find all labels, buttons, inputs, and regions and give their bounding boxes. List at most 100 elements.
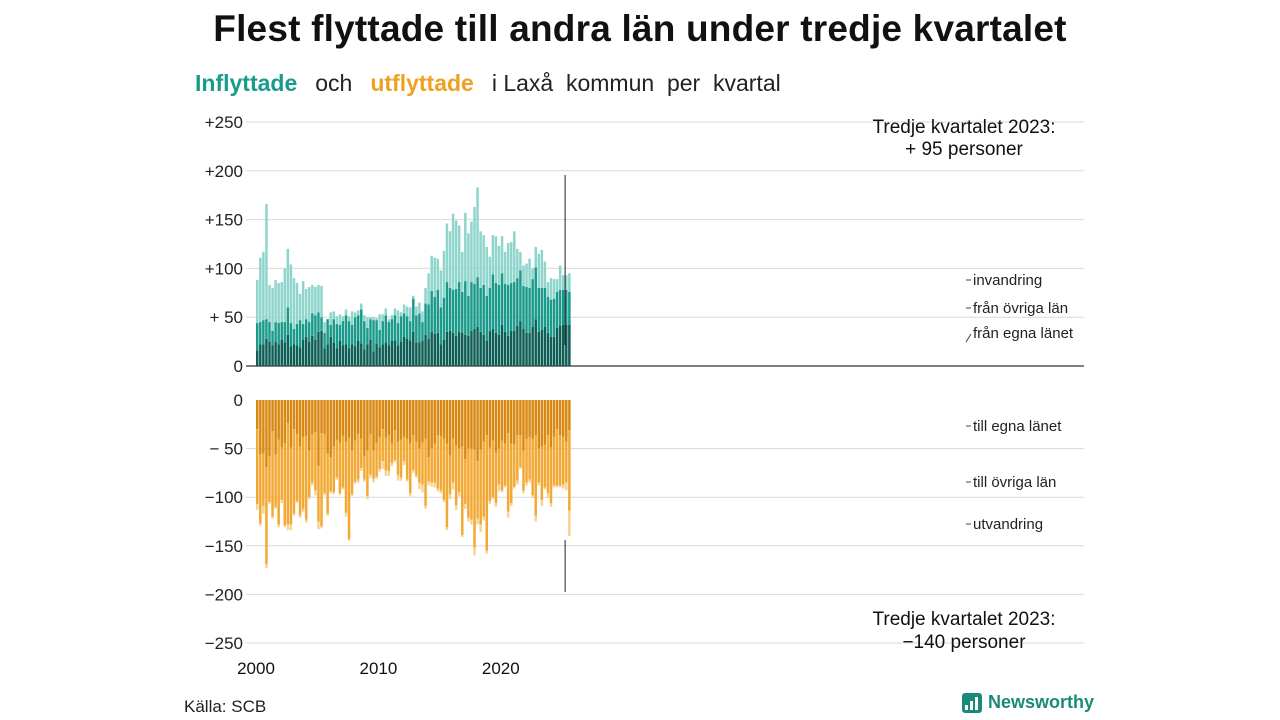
bar-segment: [409, 443, 412, 494]
bar-segment: [473, 400, 476, 450]
bar-segment: [295, 400, 299, 435]
bar-segment: [470, 221, 473, 283]
bar-segment: [301, 281, 305, 325]
bar-segment: [562, 436, 565, 485]
bar-segment: [531, 495, 534, 499]
brand-name: Newsworthy: [988, 692, 1095, 712]
bar-segment: [509, 400, 513, 444]
bar-segment: [454, 220, 458, 289]
bar-segment: [271, 345, 274, 366]
bar-segment: [344, 309, 348, 316]
bar-segment: [409, 340, 412, 366]
y-tick-label: +150: [205, 211, 243, 230]
bar-segment: [353, 312, 357, 318]
bar-segment: [442, 400, 446, 439]
newsworthy-logo-icon: [962, 692, 982, 713]
y-tick-label: +250: [205, 113, 243, 132]
bar-segment: [467, 295, 470, 336]
bar-segment: [543, 287, 547, 327]
bar-segment: [470, 282, 473, 331]
bar-segment: [540, 400, 544, 447]
y-tick-label: + 50: [209, 308, 243, 327]
bar-segment: [482, 441, 485, 517]
bar-segment: [522, 285, 525, 329]
bar-segment: [308, 400, 311, 451]
bar-segment: [268, 502, 271, 505]
bar-segment: [500, 400, 504, 441]
bar-segment: [335, 439, 339, 478]
bar-segment: [448, 231, 452, 288]
bar-segment: [265, 467, 268, 565]
bar-segment: [546, 400, 550, 435]
bar-segment: [470, 330, 473, 366]
bar-segment: [525, 438, 528, 483]
bar-segment: [568, 273, 571, 292]
bar-segment: [378, 314, 381, 330]
bar-segment: [402, 436, 406, 462]
bar-segment: [396, 310, 400, 324]
bar-segment: [494, 452, 498, 504]
bar-segment: [387, 400, 391, 435]
bar-segment: [366, 496, 369, 500]
bar-segment: [513, 486, 516, 489]
bar-segment: [485, 400, 488, 435]
bar-segment: [366, 317, 369, 328]
bar-segment: [522, 400, 525, 451]
bar-segment: [274, 322, 277, 342]
bar-segment: [415, 400, 418, 442]
bar-segment: [320, 433, 323, 527]
bar-segment: [421, 484, 424, 493]
bar-segment: [418, 448, 421, 483]
bar-segment: [396, 400, 400, 442]
bar-segment: [519, 467, 522, 470]
bar-segment: [436, 434, 440, 489]
bar-segment: [424, 438, 427, 506]
bar-segment: [568, 291, 571, 326]
bar-segment: [274, 341, 277, 366]
bar-segment: [454, 335, 458, 366]
bar-segment: [405, 306, 409, 317]
bar-segment: [363, 321, 366, 350]
bar-segment: [488, 256, 492, 288]
bar-segment: [430, 255, 433, 291]
bar-segment: [369, 317, 372, 320]
bar-segment: [439, 400, 443, 436]
bar-segment: [320, 400, 323, 434]
bar-segment: [534, 267, 537, 320]
bar-segment: [384, 308, 388, 316]
bar-segment: [534, 400, 537, 435]
bar-segment: [295, 283, 299, 325]
bar-segment: [289, 323, 293, 347]
bar-segment: [415, 342, 418, 366]
bar-segment: [528, 287, 531, 333]
bar-segment: [381, 400, 384, 430]
bar-segment: [308, 341, 311, 366]
bar-segment: [467, 335, 470, 366]
bar-segment: [265, 400, 268, 468]
bar-segment: [568, 510, 571, 537]
bar-segment: [509, 242, 513, 284]
bar-segment: [503, 331, 507, 366]
bar-segment: [372, 478, 375, 483]
bar-segment: [356, 400, 360, 435]
bar-segment: [537, 253, 541, 288]
bar-segment: [311, 313, 314, 336]
bar-segment: [461, 400, 464, 447]
bar-segment: [479, 231, 482, 288]
bar-segment: [277, 524, 280, 528]
bar-segment: [464, 400, 467, 460]
bar-segment: [482, 400, 485, 442]
bar-segment: [338, 325, 342, 341]
bar-segment: [476, 400, 479, 462]
bar-segment: [329, 457, 332, 492]
bar-segment: [497, 448, 501, 485]
x-tick-label: 2000: [237, 659, 275, 678]
series-label-till-ovriga-lan: till övriga län: [973, 474, 1056, 491]
bar-segment: [265, 564, 268, 569]
y-tick-label: +100: [205, 259, 243, 278]
bar-segment: [329, 336, 332, 366]
bar-segment: [323, 322, 326, 333]
bar-segment: [516, 325, 519, 366]
bar-segment: [304, 400, 308, 436]
bar-segment: [409, 493, 412, 497]
